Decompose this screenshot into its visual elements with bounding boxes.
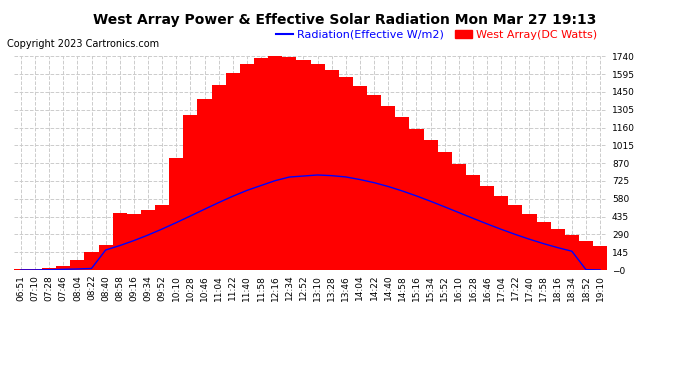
Bar [437, 152, 452, 270]
Bar [240, 64, 254, 270]
Bar [127, 214, 141, 270]
Bar [353, 86, 367, 270]
Bar [56, 266, 70, 270]
Bar [184, 115, 197, 270]
Bar [42, 268, 56, 270]
Bar [197, 99, 212, 270]
Bar [169, 158, 184, 270]
Bar [480, 186, 494, 270]
Bar [494, 196, 509, 270]
Bar [14, 269, 28, 270]
Bar [551, 229, 565, 270]
Bar [593, 246, 607, 270]
Bar [565, 236, 579, 270]
Bar [367, 96, 381, 270]
Bar [84, 252, 99, 270]
Bar [395, 117, 409, 270]
Bar [381, 106, 395, 270]
Bar [509, 205, 522, 270]
Bar [70, 260, 84, 270]
Bar [112, 213, 127, 270]
Bar [522, 214, 537, 270]
Bar [324, 70, 339, 270]
Bar [537, 222, 551, 270]
Bar [310, 64, 324, 270]
Bar [155, 205, 169, 270]
Bar [141, 210, 155, 270]
Bar [424, 140, 437, 270]
Legend: Radiation(Effective W/m2), West Array(DC Watts): Radiation(Effective W/m2), West Array(DC… [271, 26, 602, 44]
Text: Copyright 2023 Cartronics.com: Copyright 2023 Cartronics.com [7, 39, 159, 50]
Bar [28, 269, 42, 270]
Bar [466, 175, 480, 270]
Bar [579, 241, 593, 270]
Bar [452, 164, 466, 270]
Bar [226, 73, 240, 270]
Text: West Array Power & Effective Solar Radiation Mon Mar 27 19:13: West Array Power & Effective Solar Radia… [93, 13, 597, 27]
Bar [282, 57, 297, 270]
Bar [254, 58, 268, 270]
Bar [268, 56, 282, 270]
Bar [99, 245, 112, 270]
Bar [409, 129, 424, 270]
Bar [212, 85, 226, 270]
Bar [297, 60, 310, 270]
Bar [339, 77, 353, 270]
